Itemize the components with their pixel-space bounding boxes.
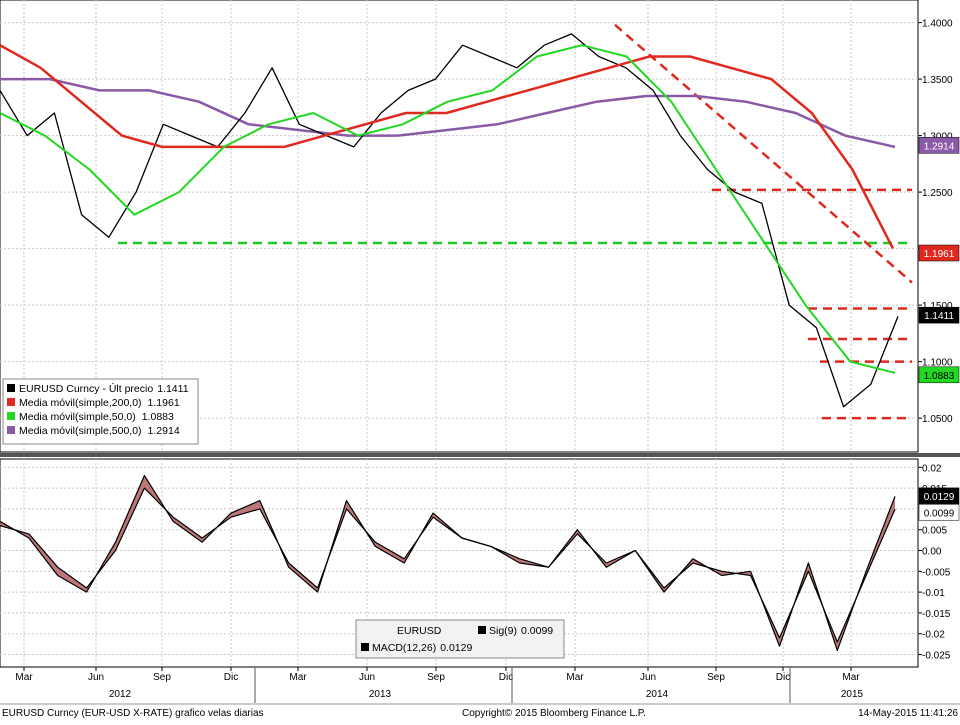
annotation-layer	[118, 23, 913, 420]
price-badge-bg	[918, 137, 960, 154]
x-tick-label: Sep	[153, 672, 171, 683]
y-axis-layer: 1.40001.35001.30001.25001.20001.15001.10…	[918, 19, 953, 662]
macd-legend-title: EURUSD	[397, 625, 442, 637]
y-tick-label-macd: 0.00	[922, 547, 942, 558]
trend-line	[614, 23, 913, 284]
y-tick-label-price: 1.1500	[922, 301, 953, 312]
y-tick-label-price: 1.4000	[922, 19, 953, 30]
ma200-line	[0, 44, 895, 250]
macd-line	[0, 475, 896, 651]
x-tick-label: Jun	[88, 672, 104, 683]
x-tick-label: Sep	[707, 672, 725, 683]
price-badge-layer: 1.2914 1.1961 1.1411 1.0883 0.0129 0.0099	[918, 137, 960, 521]
grid-layer	[0, 0, 918, 667]
x-tick-label: Dic	[499, 672, 513, 683]
macd-layer	[0, 475, 896, 651]
price-badge: 1.0883	[924, 371, 955, 382]
legend-item-price: EURUSD Curncy - Últ precio 1.1411	[7, 382, 189, 395]
price-panel-frame	[0, 0, 919, 453]
y-tick-label-macd: 0.005	[922, 526, 947, 537]
x-tick-label: Mar	[289, 672, 307, 683]
price-badge-bg	[918, 244, 960, 262]
series-layer	[0, 33, 899, 408]
price-badge: 1.2914	[924, 141, 955, 152]
x-year-label: 2013	[369, 689, 392, 700]
y-tick-label-price: 1.0500	[922, 414, 953, 425]
x-tick-label: Mar	[842, 672, 860, 683]
signal-badge: 0.0099	[924, 508, 955, 519]
y-tick-label-macd: -0.02	[922, 630, 945, 641]
x-tick-label: Jun	[640, 672, 656, 683]
y-tick-label-price: 1.3500	[922, 75, 953, 86]
svg-text:Sig(9)0.0099: Sig(9) 0.0099	[489, 625, 553, 637]
ma500-line	[0, 77, 896, 149]
legend-item-ma200: Media móvil(simple,200,0) 1.1961	[7, 397, 180, 409]
legend-item-sig9: Sig(9) 0.0099	[478, 625, 553, 637]
y-tick-label-macd: -0.01	[922, 588, 945, 599]
x-year-label: 2014	[646, 689, 669, 700]
y-tick-label-macd: -0.005	[922, 567, 951, 578]
legend-item-ma500: Media móvil(simple,500,0) 1.2914	[7, 425, 180, 437]
signal-badge-bg	[918, 504, 960, 521]
svg-text:Media móvil(simple,500,0)1.291: Media móvil(simple,500,0) 1.2914	[19, 425, 180, 437]
legend-item-ma50: Media móvil(simple,50,0) 1.0883	[7, 411, 174, 423]
ma50-line	[0, 44, 896, 374]
price-line	[0, 33, 899, 408]
x-tick-label: Mar	[566, 672, 584, 683]
macd-badge: 0.0129	[924, 492, 955, 503]
svg-text:Media móvil(simple,200,0)1.196: Media móvil(simple,200,0) 1.1961	[19, 397, 180, 409]
y-tick-label-price: 1.1000	[922, 358, 953, 369]
signal-line	[0, 487, 896, 643]
x-tick-label: Mar	[15, 672, 33, 683]
x-year-label: 2015	[841, 689, 864, 700]
price-badge: 1.1411	[924, 311, 954, 322]
y-tick-label-macd: -0.025	[922, 651, 951, 662]
legend-item-macd: MACD(12,26) 0.0129	[361, 642, 472, 654]
x-axis-layer: Mar Jun Sep Dic Mar Jun Sep Dic Mar Jun Sep Dic Mar 2…	[15, 667, 864, 703]
x-tick-label: Dic	[224, 672, 238, 683]
macd-legend: EURUSD Sig(9) 0.0099 MACD(12,26) 0.0129	[355, 619, 565, 659]
footer-timestamp: 14-May-2015 11:41:26	[858, 708, 958, 719]
y-tick-label-macd: 0.02	[922, 463, 942, 474]
macd-badge-bg	[918, 487, 960, 505]
footer-description: EURUSD Curncy (EUR-USD X-RATE) grafico v…	[2, 708, 264, 719]
x-tick-label: Dic	[776, 672, 790, 683]
price-badge-bg	[918, 366, 960, 384]
footer-copyright: Copyright© 2015 Bloomberg Finance L.P.	[462, 708, 646, 719]
y-tick-label-macd: -0.015	[922, 609, 951, 620]
price-badge: 1.1961	[924, 249, 955, 260]
svg-text:Media móvil(simple,50,0)1.0883: Media móvil(simple,50,0) 1.0883	[19, 411, 174, 423]
svg-text:MACD(12,26)0.0129: MACD(12,26) 0.0129	[372, 642, 472, 654]
y-tick-label-price: 1.2500	[922, 188, 953, 199]
x-tick-label: Jun	[359, 672, 375, 683]
macd-panel-frame	[0, 458, 919, 668]
x-tick-label: Sep	[427, 672, 445, 683]
price-legend: EURUSD Curncy - Últ precio 1.1411 Media m…	[2, 378, 199, 445]
x-year-label: 2012	[109, 689, 132, 700]
price-badge-bg	[918, 306, 960, 324]
